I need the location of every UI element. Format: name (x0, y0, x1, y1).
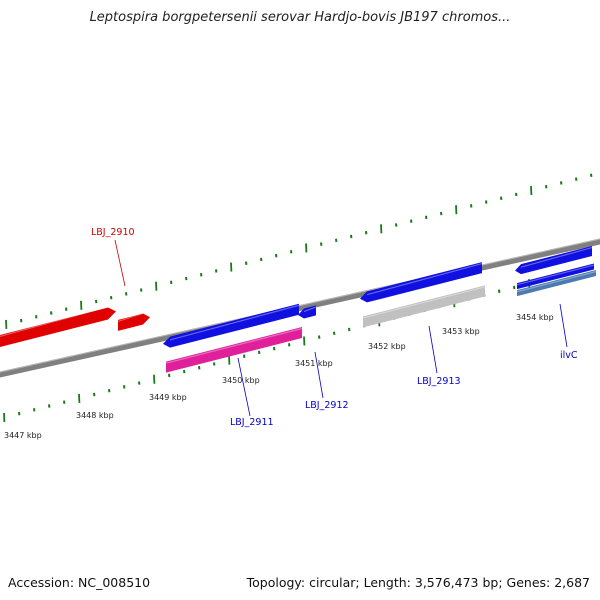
backbone-layer (0, 238, 600, 378)
feature-bar-ilvc-steel (517, 270, 596, 297)
gene-arrow-lbj2910-a (0, 307, 116, 347)
feature-bar-ilvc-steel-shine (516, 270, 597, 293)
gene-arrow-lbj2911-shine (169, 304, 300, 341)
ruler-label: 3447 kbp (4, 431, 42, 440)
gene-arrow-lbj2913 (360, 262, 482, 303)
gene-arrow-ilvc-a-shine (520, 246, 593, 268)
leader-line-lbj2910 (114, 239, 126, 287)
label-layer: 3447 kbp 3448 kbp 3449 kbp 3450 kbp 3451 kbp… (4, 227, 578, 440)
ruler-label: 3453 kbp (442, 327, 480, 336)
gene-arrow-lbj2911 (163, 303, 299, 348)
gene-arrow-lbj2912-shine (303, 306, 317, 313)
leader-line-layer (114, 239, 568, 417)
gene-arrow-lbj2910-b (118, 313, 150, 331)
inner-tick-ring (3, 266, 591, 423)
gene-arrow-ilvc-a (515, 246, 592, 275)
gene-arrow-lbj2912 (298, 305, 316, 319)
gene-label-lbj2911: LBJ_2911 (230, 417, 274, 428)
leader-line-ilvc (559, 303, 568, 348)
gene-label-lbj2912: LBJ_2912 (305, 400, 349, 411)
leader-line-lbj2911 (237, 357, 251, 417)
gene-label-lbj2910: LBJ_2910 (91, 227, 135, 238)
ruler-label: 3449 kbp (149, 393, 187, 402)
ruler-label: 3448 kbp (76, 411, 114, 420)
feature-bar-lbj2913-grey (363, 285, 485, 328)
ruler-label: 3454 kbp (516, 313, 554, 322)
ruler-label: 3451 kbp (295, 359, 333, 368)
feature-layer (0, 246, 597, 373)
gene-label-lbj2913: LBJ_2913 (417, 376, 461, 387)
feature-bar-lbj2911-pink-shine (165, 327, 303, 364)
feature-bar-ilvc-blue-shine (516, 264, 595, 286)
leader-line-lbj2912 (314, 351, 324, 399)
map-title: Leptospira borgpetersenii serovar Hardjo… (89, 10, 511, 25)
ruler-label: 3450 kbp (222, 376, 260, 385)
feature-bar-lbj2913-grey-shine (362, 286, 486, 319)
gene-arrow-lbj2913-shine (366, 263, 483, 296)
outer-tick-ring (5, 173, 593, 330)
backbone-highlight (0, 238, 600, 373)
ruler-label: 3452 kbp (368, 342, 406, 351)
gene-label-ilvc: ilvC (560, 350, 578, 361)
accession-text: Accession: NC_008510 (8, 575, 151, 590)
genome-stats-text: Topology: circular; Length: 3,576,473 bp… (246, 575, 590, 590)
feature-bar-lbj2911-pink (166, 326, 302, 373)
gene-arrow-lbj2910-b-shine (117, 312, 144, 322)
feature-bar-ilvc-blue (517, 263, 594, 290)
gene-arrow-lbj2910-a-shine (0, 306, 109, 338)
leader-line-lbj2913 (428, 325, 438, 374)
